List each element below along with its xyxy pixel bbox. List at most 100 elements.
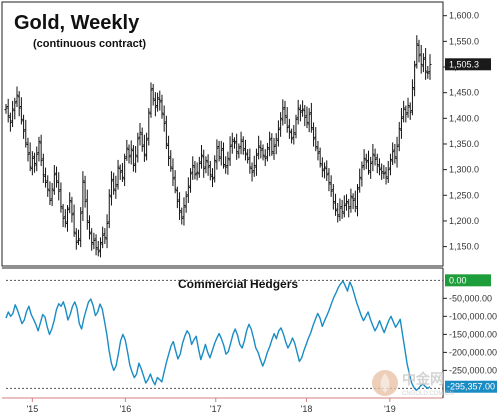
- price-bar: [239, 131, 243, 155]
- hedgers-line-group: [5, 280, 431, 391]
- price-bar: [118, 164, 122, 180]
- price-bar: [265, 142, 269, 162]
- hedgers-zero-tag: [445, 274, 491, 287]
- price-bar: [384, 167, 388, 185]
- price-bar: [419, 44, 423, 74]
- price-bar: [136, 132, 140, 163]
- price-bar: [325, 160, 329, 181]
- price-bar: [191, 156, 195, 180]
- price-bar: [44, 167, 48, 188]
- price-bar: [426, 65, 430, 79]
- price-bar: [72, 204, 76, 237]
- price-bar: [272, 137, 276, 160]
- price-bar: [149, 82, 153, 118]
- price-bar: [175, 186, 179, 209]
- price-bar: [406, 97, 410, 118]
- price-bar: [428, 54, 432, 80]
- price-bar: [320, 157, 324, 178]
- price-bar: [134, 146, 138, 173]
- price-bar: [408, 102, 412, 120]
- price-bar: [345, 194, 349, 211]
- price-bar: [360, 161, 364, 187]
- price-bar: [19, 97, 23, 125]
- price-bar: [79, 207, 83, 248]
- price-bar: [351, 193, 355, 210]
- price-bar: [114, 175, 118, 199]
- price-bar: [15, 86, 19, 108]
- price-bar: [164, 115, 168, 150]
- price-bar: [8, 112, 12, 132]
- price-bar: [261, 144, 265, 161]
- price-y-axis: 1,150.0 1,200.0 1,250.0 1,300.0 1,350.0 1,400…: [443, 11, 491, 252]
- hedgers-last-value-label: -295,357.00: [447, 382, 495, 392]
- price-bar: [41, 153, 45, 183]
- price-tick-label: 1,250.0: [449, 190, 479, 200]
- price-bar: [57, 172, 61, 201]
- price-bar: [279, 112, 283, 137]
- chart-subtitle: (continuous contract): [33, 38, 146, 50]
- price-bar: [309, 102, 313, 133]
- hedgers-tick-label: -150,000.00: [449, 329, 497, 339]
- x-tick-label: '15: [26, 404, 38, 414]
- price-bar: [281, 99, 285, 126]
- price-bar: [402, 100, 406, 123]
- price-bar: [158, 90, 162, 111]
- price-bar: [195, 162, 199, 181]
- price-bar: [33, 152, 37, 173]
- price-bar: [211, 168, 215, 188]
- price-last-value-tag: [445, 58, 491, 71]
- price-bar: [349, 188, 353, 213]
- price-bar: [356, 184, 360, 217]
- price-bar: [219, 140, 223, 166]
- price-bar: [180, 207, 184, 225]
- price-bar: [48, 181, 52, 206]
- price-bar: [24, 119, 28, 148]
- price-bar: [303, 104, 307, 127]
- price-last-value-label: 1,505.3: [449, 59, 479, 69]
- hedgers-last-value-tag: [445, 380, 497, 393]
- price-bar: [393, 143, 397, 164]
- price-bar: [246, 149, 250, 164]
- price-bar: [162, 105, 166, 132]
- price-bar: [410, 79, 414, 116]
- price-tick-label: 1,600.0: [449, 11, 479, 21]
- price-bar: [305, 106, 309, 129]
- price-bar: [287, 118, 291, 139]
- price-bar: [202, 149, 206, 178]
- price-bar: [101, 226, 105, 249]
- price-bar: [342, 195, 346, 218]
- price-bar: [327, 168, 331, 192]
- price-bar: [228, 136, 232, 167]
- price-bar: [182, 197, 186, 226]
- price-bar: [296, 99, 300, 125]
- price-bar: [283, 100, 287, 124]
- price-bar: [417, 39, 421, 63]
- price-bar: [105, 214, 109, 249]
- price-bar: [298, 104, 302, 122]
- price-bar: [301, 100, 305, 117]
- price-bar: [362, 149, 366, 171]
- price-bar: [74, 228, 78, 250]
- hedgers-y-axis: -50,000.00 -100,000.00 -150,000.00 -200,000…: [6, 274, 497, 393]
- price-bar: [340, 199, 344, 219]
- price-bar: [109, 171, 113, 206]
- price-bar: [358, 168, 362, 193]
- price-bar: [85, 189, 89, 230]
- price-bar: [235, 133, 239, 160]
- price-bar: [160, 94, 164, 119]
- price-bar: [83, 175, 87, 208]
- price-bar: [391, 142, 395, 166]
- x-tick-label: '17: [210, 404, 222, 414]
- price-bar: [241, 136, 245, 155]
- price-bar: [334, 193, 338, 216]
- price-bar: [129, 140, 133, 165]
- price-bar: [22, 114, 26, 139]
- price-bar: [373, 148, 377, 166]
- price-bar: [424, 48, 428, 80]
- price-bar: [147, 108, 151, 146]
- price-bar: [178, 192, 182, 220]
- chart-title: Gold, Weekly: [14, 12, 140, 34]
- price-bar: [116, 159, 120, 190]
- price-tick-label: 1,200.0: [449, 216, 479, 226]
